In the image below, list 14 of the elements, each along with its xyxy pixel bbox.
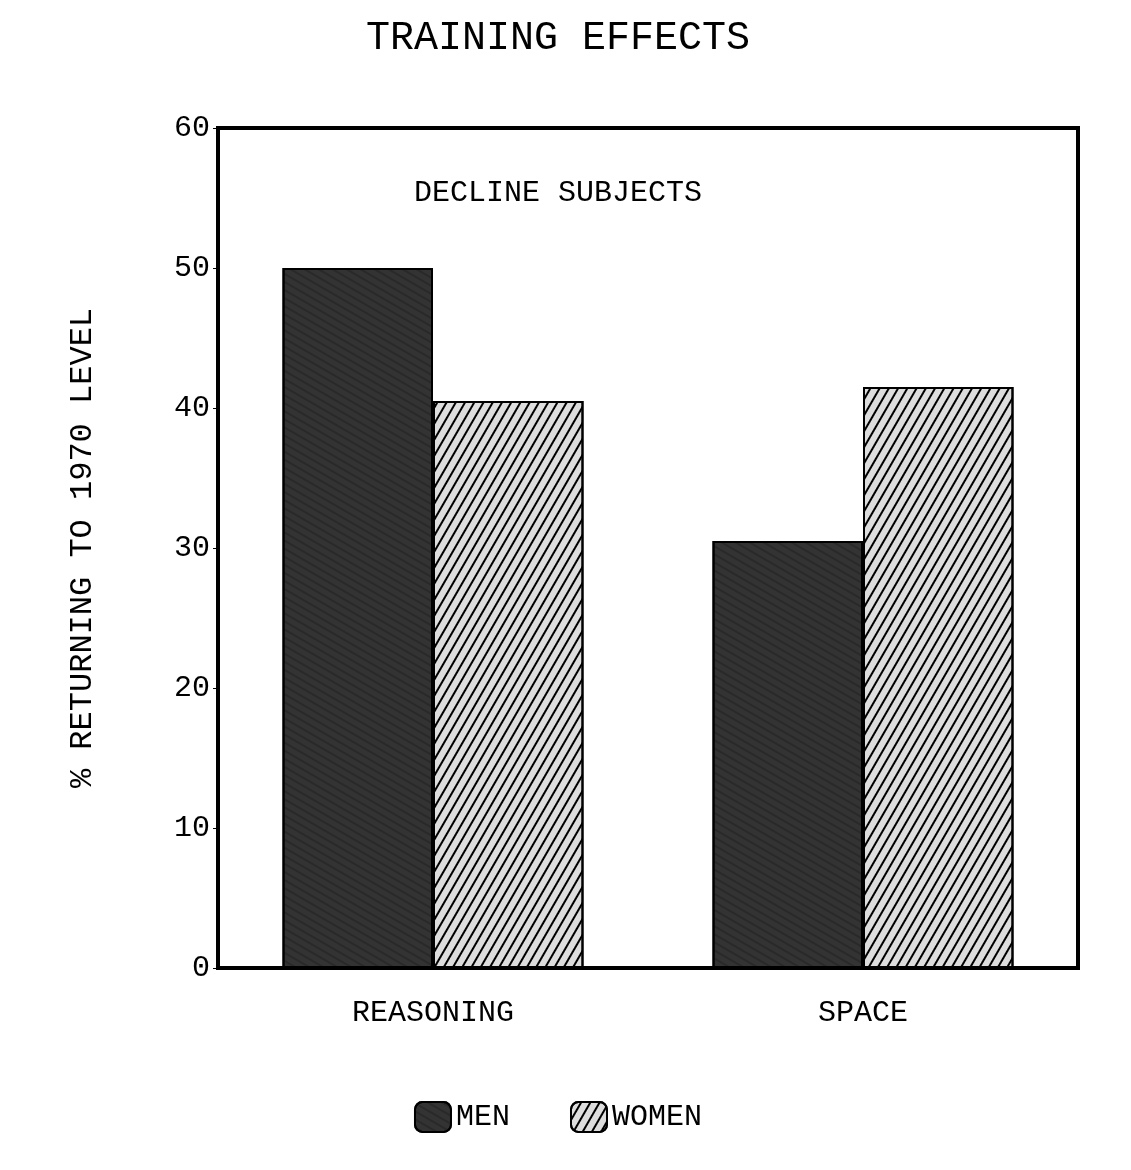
y-axis-title: % RETURNING TO 1970 LEVEL <box>63 307 101 789</box>
y-tick-label: 60 <box>173 111 210 145</box>
x-tick-label: SPACE <box>817 996 909 1030</box>
y-tick-label: 50 <box>173 251 210 285</box>
x-tick-label: REASONING <box>351 996 515 1030</box>
y-tick-label: 0 <box>191 951 210 985</box>
legend-label: MEN <box>455 1100 510 1134</box>
chart-title: TRAINING EFFECTS <box>365 15 751 61</box>
text: DECLINE SUBJECTS <box>413 176 703 210</box>
y-tick-label: 30 <box>173 531 210 565</box>
legend-label: WOMEN <box>612 1100 703 1134</box>
y-tick-label: 10 <box>173 811 210 845</box>
y-tick-label: 40 <box>173 391 210 425</box>
y-tick-label: 20 <box>173 671 210 705</box>
